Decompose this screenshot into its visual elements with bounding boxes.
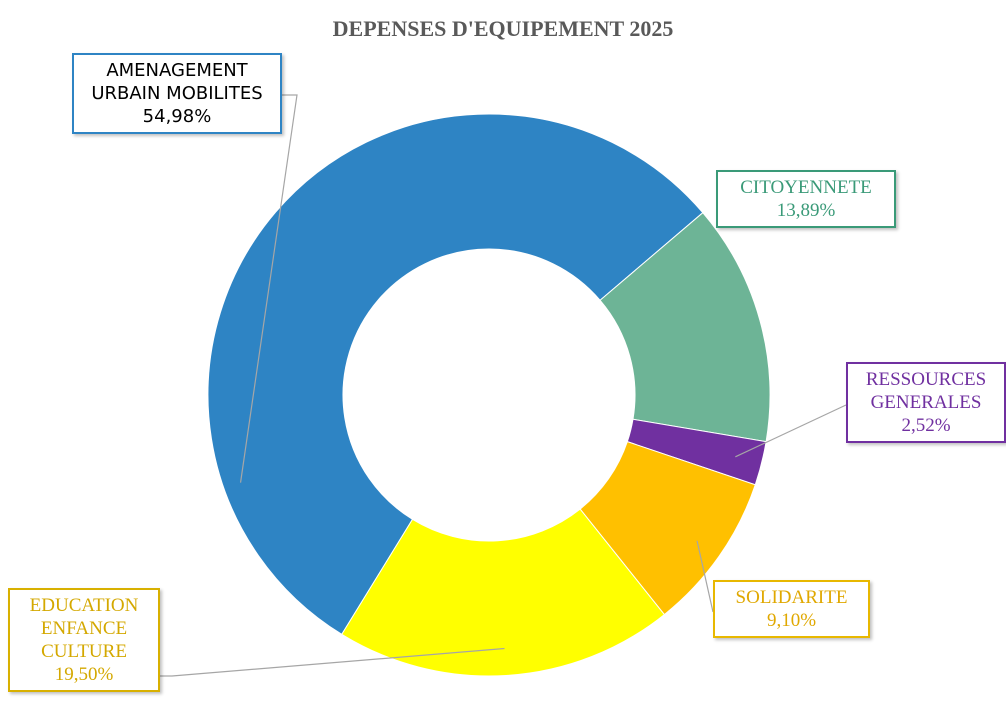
- donut-slice: [599, 211, 771, 443]
- value-label: 19,50%: [54, 664, 114, 685]
- data-label: RESSOURCES GENERALES 2,52%: [846, 362, 1006, 443]
- chart-title: DEPENSES D'EQUIPEMENT 2025: [332, 16, 674, 41]
- leader-line: [735, 404, 847, 458]
- leader-line: [160, 647, 505, 677]
- category-label: AMENAGEMENT URBAIN MOBILITES: [91, 60, 263, 104]
- category-label: EDUCATION ENFANCE CULTURE: [29, 595, 139, 662]
- data-label: EDUCATION ENFANCE CULTURE 19,50%: [8, 588, 160, 692]
- value-label: 54,98%: [142, 106, 212, 127]
- leader-line: [696, 540, 714, 613]
- value-label: 2,52%: [901, 415, 951, 436]
- value-label: 9,10%: [766, 610, 817, 631]
- donut-slice: [207, 113, 704, 636]
- data-label: CITOYENNETE 13,89%: [716, 170, 896, 228]
- category-label: SOLIDARITE: [735, 587, 848, 608]
- data-label: AMENAGEMENT URBAIN MOBILITES 54,98%: [72, 53, 282, 134]
- leader-line: [239, 94, 298, 483]
- data-label: SOLIDARITE 9,10%: [713, 580, 870, 638]
- category-label: RESSOURCES GENERALES: [865, 369, 987, 413]
- donut-slice: [341, 508, 666, 677]
- category-label: CITOYENNETE: [740, 177, 872, 198]
- value-label: 13,89%: [776, 200, 836, 221]
